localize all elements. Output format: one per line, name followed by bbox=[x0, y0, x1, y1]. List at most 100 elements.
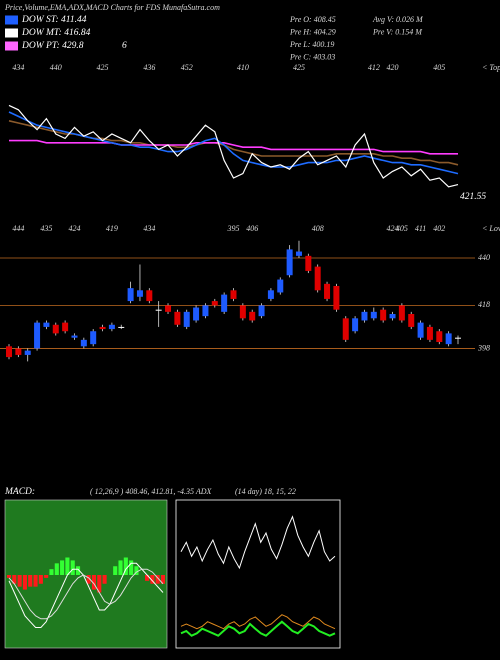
candle-body bbox=[333, 286, 340, 310]
candle-body bbox=[352, 318, 359, 332]
candle-body bbox=[136, 290, 143, 297]
series-line bbox=[8, 568, 164, 620]
candle-body bbox=[267, 290, 274, 299]
prev-stat: Pre C: 403.03 bbox=[289, 52, 335, 61]
histogram-bar bbox=[33, 575, 38, 587]
candle-body bbox=[127, 288, 134, 302]
candle-body bbox=[258, 305, 265, 317]
histogram-bar bbox=[65, 557, 70, 575]
candle-body bbox=[277, 279, 284, 293]
candle-body bbox=[24, 350, 31, 355]
adx-label: (14 day) 18, 15, 22 bbox=[235, 487, 296, 496]
candle-body bbox=[249, 311, 256, 321]
legend-extra: 6 bbox=[122, 41, 127, 51]
candle-body bbox=[361, 311, 368, 321]
histogram-bar bbox=[38, 575, 43, 584]
candle-body bbox=[71, 335, 78, 338]
histogram-bar bbox=[123, 557, 128, 575]
macd-label: MACD: bbox=[4, 487, 35, 497]
series-line bbox=[8, 562, 164, 628]
candle-body bbox=[165, 305, 172, 312]
histogram-bar bbox=[145, 575, 150, 581]
prev-stat: Pre H: 404.29 bbox=[289, 27, 336, 36]
histogram-bar bbox=[60, 560, 65, 575]
histogram-bar bbox=[49, 569, 54, 575]
candle-body bbox=[426, 326, 433, 340]
histogram-bar bbox=[91, 575, 97, 590]
candle-body bbox=[370, 311, 377, 319]
candle-body bbox=[408, 314, 415, 327]
low-label: 435 bbox=[40, 224, 52, 233]
histogram-bar bbox=[12, 575, 17, 584]
legend-label: DOW MT: 416.84 bbox=[21, 28, 91, 38]
candle-body bbox=[108, 324, 115, 330]
series-line bbox=[180, 620, 336, 637]
candle-body bbox=[445, 333, 452, 345]
candle-body bbox=[221, 294, 228, 312]
legend-swatch bbox=[5, 28, 18, 38]
candle-body bbox=[80, 339, 87, 347]
low-label: 408 bbox=[312, 224, 324, 233]
top-label: 425 bbox=[97, 63, 109, 72]
top-label: 410 bbox=[237, 63, 249, 72]
legend-swatch bbox=[5, 15, 18, 25]
low-label: 395 bbox=[227, 224, 240, 233]
candle-body bbox=[52, 324, 59, 334]
histogram-bar bbox=[97, 575, 102, 593]
prev-stat: Pre L: 400.19 bbox=[289, 40, 334, 49]
histogram-bar bbox=[129, 560, 134, 575]
candle-body bbox=[230, 290, 237, 299]
candle-body bbox=[314, 266, 321, 291]
histogram-bar bbox=[150, 575, 155, 584]
histogram-bar bbox=[6, 575, 12, 578]
candle-body bbox=[15, 348, 22, 355]
candle-body bbox=[62, 322, 69, 332]
legend-label: DOW PT: 429.8 bbox=[21, 41, 84, 51]
candle-body bbox=[146, 290, 153, 302]
histogram-bar bbox=[113, 566, 118, 575]
histogram-bar bbox=[44, 575, 49, 578]
last-value: 421.55 bbox=[460, 192, 486, 202]
adx-panel bbox=[175, 499, 341, 649]
candle-body bbox=[193, 307, 200, 321]
low-label: 406 bbox=[246, 224, 258, 233]
candle-body bbox=[295, 251, 302, 256]
macd-params: ( 12,26,9 ) 408.46, 412.81, -4.35 ADX bbox=[90, 487, 213, 496]
candle-body bbox=[43, 322, 50, 327]
y-tick-label: 440 bbox=[478, 253, 490, 262]
candle-body bbox=[34, 322, 41, 349]
histogram-bar bbox=[28, 575, 33, 587]
series-line bbox=[9, 139, 458, 155]
low-label: 419 bbox=[106, 224, 118, 233]
candle-body bbox=[398, 305, 405, 321]
candle-body bbox=[389, 314, 396, 319]
histogram-bar bbox=[155, 575, 160, 584]
volume-stat: Pre V: 0.154 M bbox=[372, 27, 423, 36]
low-label: 424 bbox=[387, 224, 399, 233]
histogram-bar bbox=[86, 575, 91, 584]
candle-body bbox=[455, 337, 461, 339]
candle-body bbox=[380, 309, 387, 321]
top-label: 440 bbox=[50, 63, 62, 72]
candle-body bbox=[417, 322, 424, 338]
candle-body bbox=[6, 346, 12, 358]
candle-body bbox=[155, 309, 162, 311]
low-label: 434 bbox=[143, 224, 155, 233]
histogram-bar bbox=[160, 575, 166, 584]
histogram-bar bbox=[102, 575, 107, 584]
candle-body bbox=[305, 255, 312, 271]
low-label: 444 bbox=[12, 224, 24, 233]
candle-body bbox=[211, 301, 218, 306]
volume-stat: Avg V: 0.026 M bbox=[372, 15, 424, 24]
macd-panel bbox=[4, 499, 168, 649]
series-line bbox=[180, 515, 336, 570]
series-line bbox=[8, 104, 459, 188]
top-label: 434 bbox=[12, 63, 24, 72]
histogram-bar bbox=[134, 566, 139, 575]
histogram-bar bbox=[118, 560, 123, 575]
candle-body bbox=[239, 305, 246, 319]
top-label: 412 bbox=[368, 63, 380, 72]
histogram-bar bbox=[17, 575, 22, 587]
